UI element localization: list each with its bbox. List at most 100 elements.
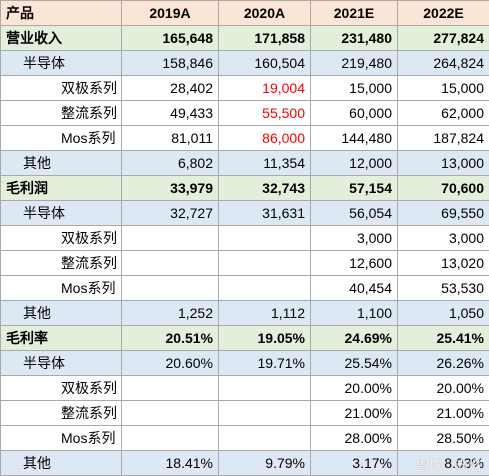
table-row: 双极系列 28,402 19,004 15,000 15,000 [0, 75, 489, 101]
table-row: 半导体 32,727 31,631 56,054 69,550 [0, 200, 489, 226]
value-cell: 19,004 [218, 75, 311, 101]
value-cell: 13,000 [397, 150, 489, 176]
value-cell: 15,000 [397, 75, 489, 101]
value-cell [218, 250, 311, 276]
value-cell: 1,100 [310, 300, 398, 326]
value-cell: 144,480 [310, 125, 398, 151]
value-cell: 19.05% [218, 325, 311, 351]
table-row: Mos系列 40,454 53,530 [0, 275, 489, 301]
row-label: 整流系列 [0, 250, 122, 276]
value-cell [218, 400, 311, 426]
value-cell [121, 250, 219, 276]
value-cell [218, 275, 311, 301]
header-year: 2020A [218, 0, 311, 26]
header-product: 产品 [0, 0, 122, 26]
row-label: 毛利润 [0, 175, 122, 201]
value-cell: 86,000 [218, 125, 311, 151]
row-label: 整流系列 [0, 400, 122, 426]
value-cell: 40,454 [310, 275, 398, 301]
value-cell: 15,000 [310, 75, 398, 101]
value-cell: 28,402 [121, 75, 219, 101]
value-cell: 70,600 [397, 175, 489, 201]
value-cell [121, 375, 219, 401]
value-cell: 165,648 [121, 25, 219, 51]
row-label: 半导体 [0, 350, 122, 376]
value-cell: 6,802 [121, 150, 219, 176]
value-cell: 62,000 [397, 100, 489, 126]
table-row: 毛利润 33,979 32,743 57,154 70,600 [0, 175, 489, 201]
value-cell: 3,000 [310, 225, 398, 251]
value-cell: 1,252 [121, 300, 219, 326]
value-cell: 160,504 [218, 50, 311, 76]
value-cell: 25.41% [397, 325, 489, 351]
value-cell: 69,550 [397, 200, 489, 226]
value-cell [218, 425, 311, 451]
row-label: 双极系列 [0, 375, 122, 401]
value-cell: 21.00% [397, 400, 489, 426]
value-cell: 187,824 [397, 125, 489, 151]
table-row: 双极系列 3,000 3,000 [0, 225, 489, 251]
value-cell [121, 425, 219, 451]
value-cell: 28.00% [310, 425, 398, 451]
value-cell: 26.26% [397, 350, 489, 376]
table-row: 半导体 20.60% 19.71% 25.54% 26.26% [0, 350, 489, 376]
value-cell: 12,600 [310, 250, 398, 276]
value-cell: 25.54% [310, 350, 398, 376]
row-label: 其他 [0, 450, 122, 476]
value-cell: 32,743 [218, 175, 311, 201]
header-year: 2019A [121, 0, 219, 26]
row-label: 营业收入 [0, 25, 122, 51]
value-cell: 13,020 [397, 250, 489, 276]
value-cell: 33,979 [121, 175, 219, 201]
value-cell: 158,846 [121, 50, 219, 76]
row-label: Mos系列 [0, 425, 122, 451]
value-cell: 18.41% [121, 450, 219, 476]
value-cell: 8.03% [397, 450, 489, 476]
value-cell [121, 400, 219, 426]
value-cell: 20.00% [310, 375, 398, 401]
header-year: 2022E [397, 0, 489, 26]
value-cell: 32,727 [121, 200, 219, 226]
value-cell: 20.51% [121, 325, 219, 351]
table-row: 其他 1,252 1,112 1,100 1,050 [0, 300, 489, 326]
row-label: 半导体 [0, 200, 122, 226]
row-label: 毛利率 [0, 325, 122, 351]
value-cell: 264,824 [397, 50, 489, 76]
table-row: Mos系列 81,011 86,000 144,480 187,824 [0, 125, 489, 151]
value-cell: 21.00% [310, 400, 398, 426]
value-cell: 56,054 [310, 200, 398, 226]
row-label: 其他 [0, 150, 122, 176]
value-cell: 28.50% [397, 425, 489, 451]
value-cell: 20.00% [397, 375, 489, 401]
table-row: 双极系列 20.00% 20.00% [0, 375, 489, 401]
row-label: 半导体 [0, 50, 122, 76]
value-cell: 1,050 [397, 300, 489, 326]
row-label: 其他 [0, 300, 122, 326]
value-cell [218, 375, 311, 401]
value-cell: 53,530 [397, 275, 489, 301]
value-cell: 12,000 [310, 150, 398, 176]
value-cell: 171,858 [218, 25, 311, 51]
value-cell: 1,112 [218, 300, 311, 326]
value-cell: 31,631 [218, 200, 311, 226]
table-row: 半导体 158,846 160,504 219,480 264,824 [0, 50, 489, 76]
row-label: 整流系列 [0, 100, 122, 126]
value-cell: 24.69% [310, 325, 398, 351]
value-cell: 3,000 [397, 225, 489, 251]
value-cell: 55,500 [218, 100, 311, 126]
value-cell: 19.71% [218, 350, 311, 376]
row-label: 双极系列 [0, 225, 122, 251]
value-cell: 81,011 [121, 125, 219, 151]
header-row: 产品 2019A 2020A 2021E 2022E [0, 0, 489, 26]
table-row: 整流系列 21.00% 21.00% [0, 400, 489, 426]
value-cell: 9.79% [218, 450, 311, 476]
table-row: 整流系列 49,433 55,500 60,000 62,000 [0, 100, 489, 126]
value-cell: 277,824 [397, 25, 489, 51]
value-cell: 11,354 [218, 150, 311, 176]
value-cell [121, 225, 219, 251]
value-cell: 219,480 [310, 50, 398, 76]
table-row: 整流系列 12,600 13,020 [0, 250, 489, 276]
table-row: 营业收入 165,648 171,858 231,480 277,824 [0, 25, 489, 51]
value-cell: 20.60% [121, 350, 219, 376]
